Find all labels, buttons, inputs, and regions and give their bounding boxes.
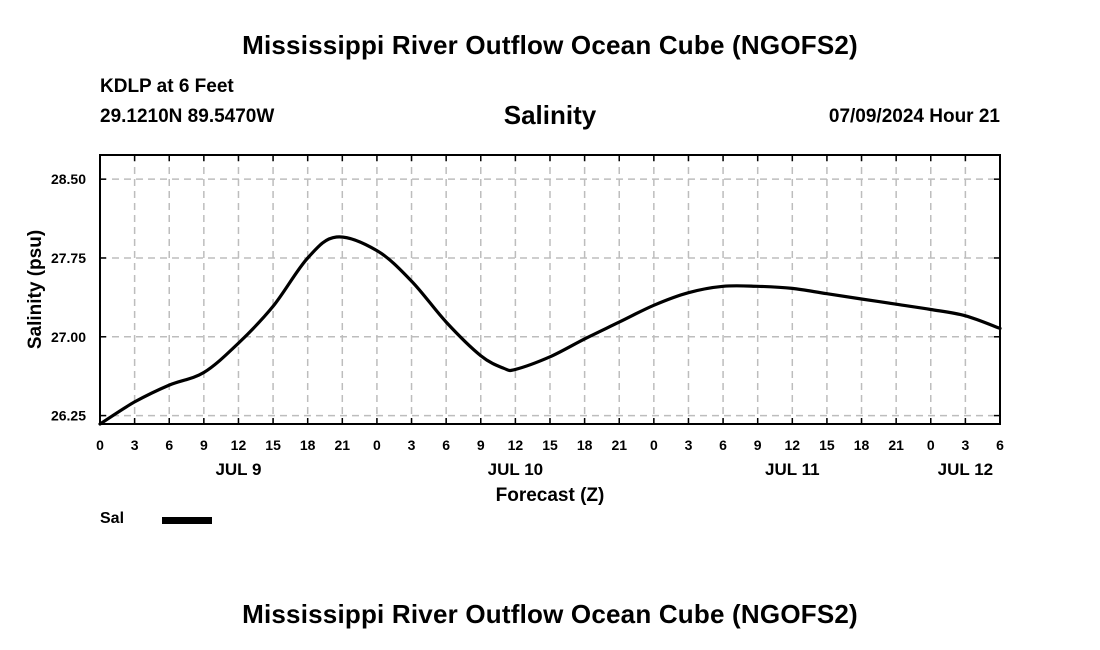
x-tick-label: 21 (888, 437, 904, 453)
date-label: JUL 12 (938, 460, 993, 479)
x-tick-label: 18 (854, 437, 870, 453)
series-line-sal (98, 235, 1002, 426)
y-axis-title: Salinity (psu) (25, 230, 46, 349)
x-tick-label: 9 (477, 437, 485, 453)
x-tick-label: 21 (611, 437, 627, 453)
x-tick-label: 3 (961, 437, 969, 453)
station-label: KDLP at 6 Feet (100, 76, 234, 97)
x-tick-label: 3 (408, 437, 416, 453)
variable-title: Salinity (503, 100, 597, 130)
chart-title: Mississippi River Outflow Ocean Cube (NG… (242, 30, 858, 60)
series-layer (98, 235, 1002, 426)
x-tick-label: 0 (927, 437, 935, 453)
x-axis-title: Forecast (Z) (496, 485, 605, 506)
forecast-datetime: 07/09/2024 Hour 21 (828, 106, 1000, 127)
x-tick-label: 3 (131, 437, 139, 453)
x-tick-label: 12 (508, 437, 524, 453)
x-tick-label: 6 (996, 437, 1004, 453)
x-tick-label: 9 (754, 437, 762, 453)
x-tick-label: 3 (685, 437, 693, 453)
x-tick-label: 6 (165, 437, 173, 453)
y-tick-label: 27.00 (51, 329, 86, 345)
x-tick-label: 0 (373, 437, 381, 453)
date-label: JUL 9 (215, 460, 261, 479)
x-tick-label: 9 (200, 437, 208, 453)
x-tick-label: 0 (650, 437, 658, 453)
x-tick-label: 0 (96, 437, 104, 453)
x-tick-label: 15 (819, 437, 835, 453)
x-tick-label: 6 (719, 437, 727, 453)
date-label: JUL 11 (765, 460, 820, 479)
x-tick-label: 6 (442, 437, 450, 453)
x-tick-label: 21 (335, 437, 351, 453)
x-tick-label: 15 (265, 437, 281, 453)
legend-label: Sal (100, 510, 125, 527)
footer-title: Mississippi River Outflow Ocean Cube (NG… (242, 599, 858, 629)
x-tick-label: 18 (577, 437, 593, 453)
grid-layer (100, 155, 1000, 424)
date-label: JUL 10 (488, 460, 543, 479)
x-tick-label: 12 (785, 437, 801, 453)
x-tick-label: 15 (542, 437, 558, 453)
label-layer: 0 3 6 9 12 15 18 21 0 3 6 9 12 15 18 21 0 3 6 9 12 15 18 21 0 3 6 2… (51, 171, 1004, 479)
y-tick-label: 26.25 (51, 408, 86, 424)
y-tick-label: 27.75 (51, 250, 86, 266)
x-tick-label: 12 (231, 437, 247, 453)
station-coordinates: 29.1210N 89.5470W (100, 106, 275, 127)
y-tick-label: 28.50 (51, 171, 86, 187)
tick-layer (99, 155, 1001, 424)
x-tick-label: 18 (300, 437, 316, 453)
legend-swatch (162, 517, 212, 524)
